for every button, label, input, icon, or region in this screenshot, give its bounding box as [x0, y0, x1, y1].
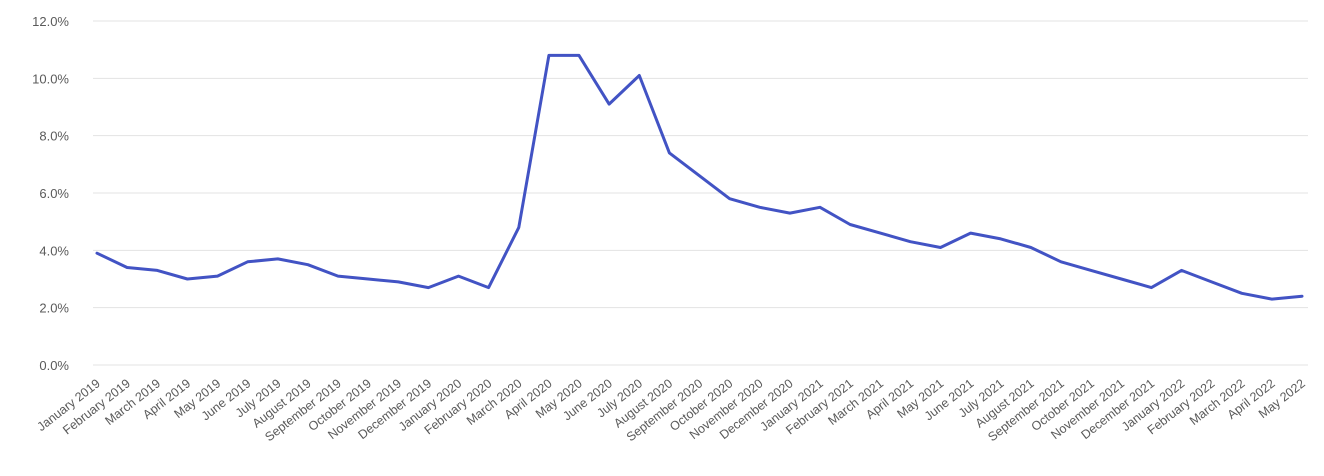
y-tick-label: 12.0%: [32, 14, 69, 29]
series-layer: [95, 53, 1304, 301]
y-tick-label: 6.0%: [39, 186, 69, 201]
y-axis-tick-labels: 0.0% 2.0% 4.0% 6.0% 8.0% 10.0% 12.0%: [32, 14, 69, 373]
y-tick-label: 0.0%: [39, 358, 69, 373]
y-tick-label: 4.0%: [39, 243, 69, 258]
y-tick-label: 10.0%: [32, 71, 69, 86]
series-line: [95, 53, 1304, 301]
gridlines: [93, 20, 1308, 366]
y-tick-label: 8.0%: [39, 129, 69, 144]
y-tick-label: 2.0%: [39, 301, 69, 316]
